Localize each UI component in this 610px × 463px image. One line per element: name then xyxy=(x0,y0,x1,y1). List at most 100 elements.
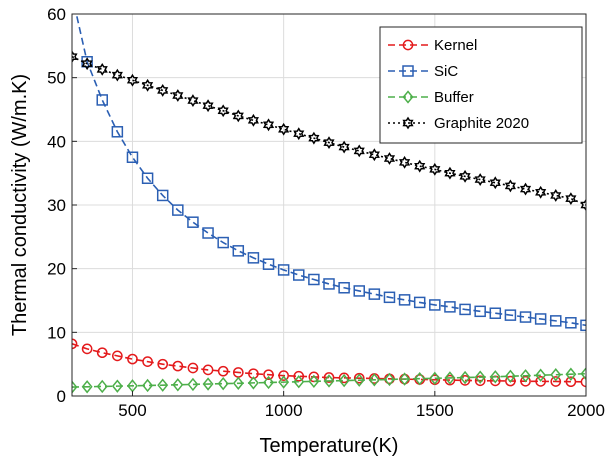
data-point xyxy=(81,57,93,71)
data-point xyxy=(338,282,350,294)
data-point xyxy=(112,350,123,362)
y-tick-label: 20 xyxy=(47,260,66,279)
data-point xyxy=(111,126,124,138)
data-point xyxy=(580,319,586,332)
legend-label: SiC xyxy=(434,63,458,80)
data-point xyxy=(398,294,411,306)
data-point xyxy=(308,371,320,383)
data-point xyxy=(565,192,577,206)
data-point xyxy=(187,216,199,228)
data-point xyxy=(444,374,456,386)
data-point xyxy=(353,373,365,387)
data-point xyxy=(96,62,108,76)
data-point xyxy=(323,278,335,290)
data-point xyxy=(459,303,471,316)
data-point xyxy=(580,376,586,388)
data-point xyxy=(72,380,78,394)
data-point xyxy=(202,227,214,239)
data-point xyxy=(565,376,577,388)
data-point xyxy=(414,159,426,173)
data-point xyxy=(368,148,380,162)
data-point xyxy=(323,136,335,150)
data-point xyxy=(504,179,516,193)
legend-label: Graphite 2020 xyxy=(434,115,529,132)
legend-item: Kernel xyxy=(388,37,477,54)
data-point xyxy=(232,109,244,123)
data-point xyxy=(96,94,108,106)
data-point xyxy=(535,368,547,382)
data-point xyxy=(217,104,229,118)
data-point xyxy=(519,182,532,196)
series-layer xyxy=(72,14,586,394)
data-point xyxy=(353,144,365,158)
data-point xyxy=(156,189,169,202)
data-point xyxy=(247,252,260,264)
data-point xyxy=(399,372,411,386)
data-point xyxy=(247,376,259,390)
data-point xyxy=(338,372,350,384)
data-point xyxy=(535,376,546,387)
series-sic xyxy=(75,14,586,332)
data-point xyxy=(96,347,108,359)
data-point xyxy=(262,258,275,270)
data-point xyxy=(535,185,547,199)
data-point xyxy=(429,371,441,385)
data-point xyxy=(383,152,396,165)
data-point xyxy=(72,50,78,64)
data-point xyxy=(520,369,531,383)
data-point xyxy=(142,356,153,367)
data-point xyxy=(157,378,169,392)
data-point xyxy=(429,299,441,311)
data-point xyxy=(444,301,456,313)
data-point xyxy=(157,83,169,97)
data-point xyxy=(96,379,108,394)
data-point xyxy=(126,151,139,163)
data-point xyxy=(429,162,441,176)
data-point xyxy=(172,360,184,372)
data-point xyxy=(278,370,289,381)
data-point xyxy=(474,305,486,318)
data-point xyxy=(127,353,138,365)
axis-ticks: 500 1000 1500 2000 0 10 20 30 40 50 60 xyxy=(47,5,605,420)
data-point xyxy=(277,264,290,276)
data-point xyxy=(232,245,245,257)
series-line xyxy=(72,372,586,388)
data-point xyxy=(202,99,214,113)
data-point xyxy=(323,374,335,388)
data-point xyxy=(202,377,214,391)
legend-marker xyxy=(402,116,414,130)
data-point xyxy=(399,155,411,169)
data-point xyxy=(504,369,516,383)
data-point xyxy=(459,370,471,385)
data-point xyxy=(217,376,229,391)
data-point xyxy=(157,358,169,370)
data-point xyxy=(308,374,320,389)
data-point xyxy=(550,368,562,382)
data-point xyxy=(338,373,350,388)
legend-item: SiC xyxy=(388,63,458,80)
data-point xyxy=(111,379,123,393)
series-graphite-2020 xyxy=(72,50,586,212)
data-point xyxy=(383,291,396,304)
data-point xyxy=(111,68,123,82)
data-point xyxy=(308,131,320,145)
data-point xyxy=(489,176,501,190)
data-point xyxy=(263,369,274,381)
data-point xyxy=(368,288,381,300)
data-point xyxy=(489,370,501,384)
data-point xyxy=(580,198,586,212)
data-point xyxy=(81,380,93,394)
data-point xyxy=(172,204,184,216)
data-point xyxy=(520,375,531,387)
y-tick-label: 60 xyxy=(47,5,66,24)
data-point xyxy=(293,370,305,382)
legend-marker xyxy=(402,65,414,77)
x-tick-label: 1500 xyxy=(416,401,454,420)
data-point xyxy=(384,372,395,387)
data-point xyxy=(459,169,471,183)
y-tick-label: 30 xyxy=(47,196,66,215)
data-point xyxy=(293,269,305,281)
data-point xyxy=(217,365,229,377)
data-point xyxy=(141,172,154,185)
